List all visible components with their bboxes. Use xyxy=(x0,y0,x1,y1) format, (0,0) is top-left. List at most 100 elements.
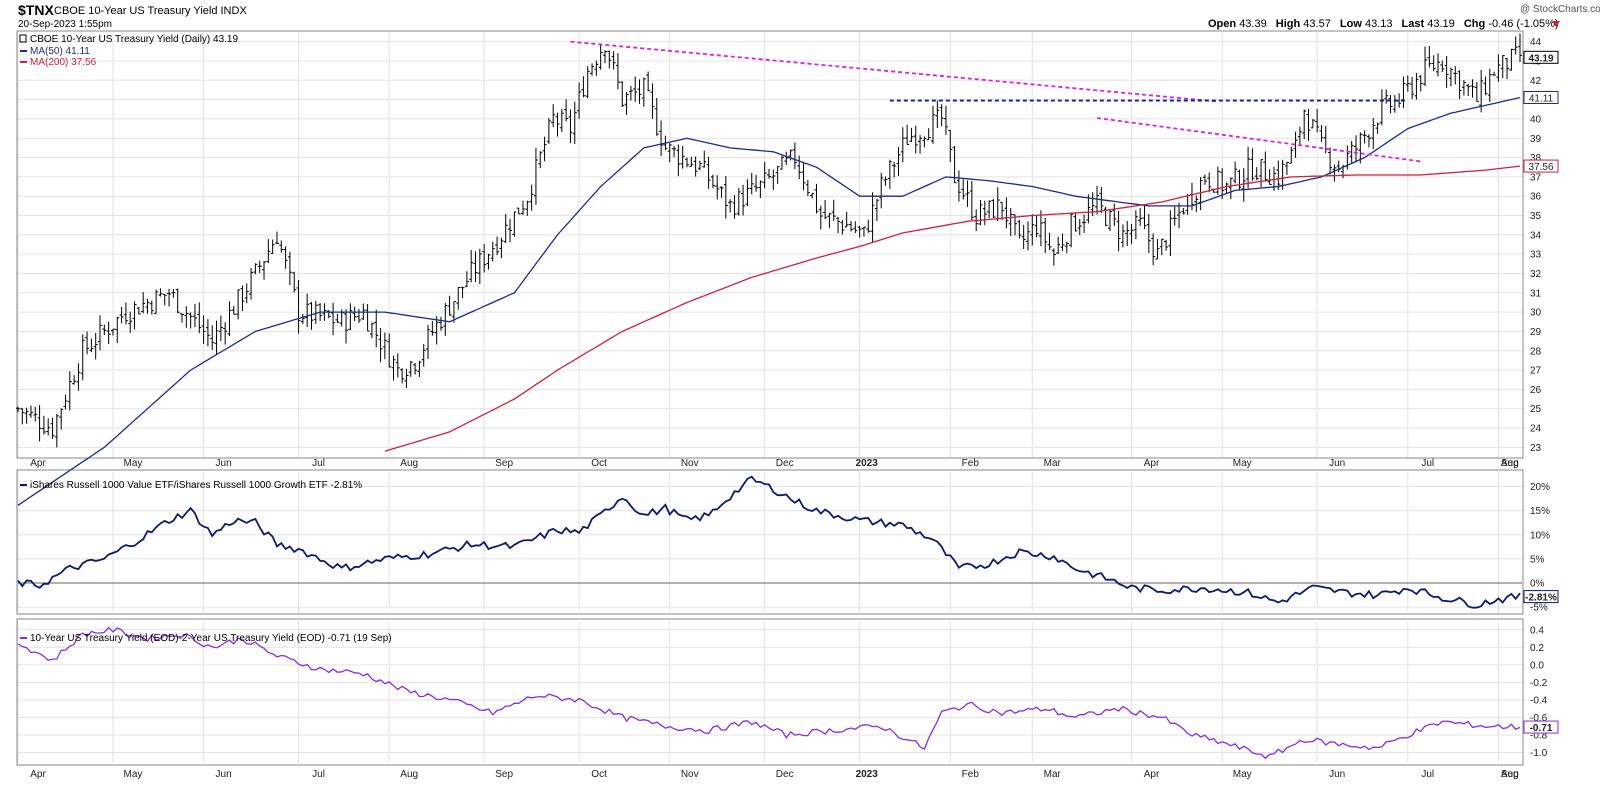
y-tick-label: 40 xyxy=(1530,114,1542,125)
symbol: $TNX xyxy=(18,2,54,18)
y-tick-label: 37 xyxy=(1530,172,1542,183)
x-tick-label-bottom: Jul xyxy=(1421,769,1434,780)
y-tick-label: 42 xyxy=(1530,76,1542,87)
x-tick-label-bottom: Apr xyxy=(30,769,46,780)
x-tick-label: Apr xyxy=(1144,458,1160,469)
y-tick-label: 0.0 xyxy=(1530,660,1544,671)
price-panel-title: CBOE 10-Year US Treasury Yield (Daily) 4… xyxy=(19,34,238,68)
down-arrow-icon xyxy=(1552,21,1560,27)
x-tick-label: 2023 xyxy=(856,458,879,469)
ratio-line xyxy=(17,475,1521,609)
y-tick-label: 31 xyxy=(1530,288,1542,299)
x-tick-label-bottom: Jun xyxy=(216,769,232,780)
x-tick-label: Sep xyxy=(495,458,513,469)
last-ratio-label: -2.81% xyxy=(1525,593,1557,604)
trendline-upper xyxy=(570,40,1218,103)
spread-line xyxy=(17,626,1521,760)
y-tick-label: 0.4 xyxy=(1530,625,1544,636)
x-tick-label: Apr xyxy=(30,458,46,469)
x-tick-label-bottom: Nov xyxy=(681,769,699,780)
y-tick-label: 20% xyxy=(1530,482,1550,493)
x-tick-label: Mar xyxy=(1044,458,1062,469)
x-tick-label-bottom: Aug xyxy=(1501,769,1519,780)
x-tick-label: May xyxy=(1233,458,1252,469)
x-tick-label-bottom: Sep xyxy=(495,769,513,780)
x-tick-label: May xyxy=(124,458,143,469)
ratio-title: iShares Russell 1000 Value ETF/iShares R… xyxy=(30,480,362,491)
last-ma50-label-box xyxy=(1523,90,1559,104)
ma200-legend-label: MA(200) 37.56 xyxy=(30,57,97,68)
price-panel xyxy=(16,30,1524,459)
x-tick-label: Aug xyxy=(1501,458,1519,469)
x-tick-label: Oct xyxy=(591,458,607,469)
last-ma200-label: 37.56 xyxy=(1528,162,1553,173)
ratio-panel-title: iShares Russell 1000 Value ETF/iShares R… xyxy=(20,480,362,491)
x-tick-label: Aug xyxy=(400,458,418,469)
x-tick-label-bottom: 2023 xyxy=(856,769,879,780)
x-tick-label-bottom: Jun xyxy=(1329,769,1345,780)
x-tick-label-bottom: Mar xyxy=(1044,769,1062,780)
y-tick-label: 35 xyxy=(1530,211,1542,222)
svg-text:Open 43.39 High 43.57 Low 43: Open 43.39 High 43.57 Low 43.13 Last 43.… xyxy=(1208,18,1559,30)
x-tick-label-bottom: Apr xyxy=(1144,769,1160,780)
spread-panel xyxy=(16,618,1524,766)
y-tick-label: 15% xyxy=(1530,506,1550,517)
x-tick-label-bottom: Aug xyxy=(400,769,418,780)
y-tick-label: 39 xyxy=(1530,134,1542,145)
y-tick-label: 27 xyxy=(1530,366,1542,377)
trendline-lower xyxy=(1096,117,1421,163)
x-tick-label: Jun xyxy=(1329,458,1345,469)
x-tick-label-bottom: Oct xyxy=(591,769,607,780)
spread-title: 10-Year US Treasury Yield (EOD)-2-Year U… xyxy=(30,633,392,644)
y-tick-label: -0.4 xyxy=(1530,695,1548,706)
price-title: CBOE 10-Year US Treasury Yield (Daily) 4… xyxy=(30,34,238,45)
y-tick-label: 33 xyxy=(1530,250,1542,261)
y-tick-label: 10% xyxy=(1530,530,1550,541)
x-tick-label: Jun xyxy=(216,458,232,469)
y-tick-label: 36 xyxy=(1530,192,1542,203)
y-tick-label: 5% xyxy=(1530,554,1545,565)
x-tick-label: Jul xyxy=(312,458,325,469)
x-tick-label: Feb xyxy=(962,458,980,469)
last-ma200-label-box xyxy=(1523,159,1559,173)
x-tick-label-bottom: Sep xyxy=(1501,769,1519,780)
x-tick-label: Sep xyxy=(1501,458,1519,469)
last-price-label-box xyxy=(1523,50,1559,64)
bar-icon xyxy=(19,34,27,43)
ohlc-readout: Open 43.39 High 43.57 Low 43.13 Last 43.… xyxy=(1208,18,1559,30)
y-tick-label: 25 xyxy=(1530,404,1542,415)
y-tick-label: -5% xyxy=(1530,603,1548,614)
watermark: @ StockCharts.com xyxy=(1520,4,1600,15)
y-tick-label: -0.2 xyxy=(1530,678,1548,689)
x-tick-label-bottom: Jul xyxy=(312,769,325,780)
y-tick-label: 28 xyxy=(1530,346,1542,357)
last-spread-label-box xyxy=(1523,720,1559,734)
last-ratio-label-box xyxy=(1523,590,1559,604)
y-tick-label: 38 xyxy=(1530,153,1542,164)
y-tick-label: 44 xyxy=(1530,37,1542,48)
x-tick-label-bottom: May xyxy=(124,769,143,780)
y-tick-label: 34 xyxy=(1530,230,1542,241)
last-price-label: 43.19 xyxy=(1528,53,1553,64)
y-tick-label: -1.0 xyxy=(1530,748,1548,759)
y-tick-label: 23 xyxy=(1530,443,1542,454)
x-tick-label-bottom: Dec xyxy=(776,769,794,780)
y-tick-label: 24 xyxy=(1530,424,1542,435)
y-tick-label: -0.6 xyxy=(1530,713,1548,724)
y-tick-label: 26 xyxy=(1530,385,1542,396)
symbol-name: CBOE 10-Year US Treasury Yield INDX xyxy=(54,5,247,17)
last-spread-label: -0.71 xyxy=(1530,723,1553,734)
ma200-line xyxy=(384,165,1521,452)
y-tick-label: 30 xyxy=(1530,308,1542,319)
ratio-panel xyxy=(16,469,1524,615)
chart-datetime: 20-Sep-2023 1:55pm xyxy=(18,19,112,30)
y-tick-label: 29 xyxy=(1530,327,1542,338)
y-tick-label: -0.8 xyxy=(1530,730,1548,741)
ma50-legend-label: MA(50) 41.11 xyxy=(30,46,90,57)
x-tick-label: Dec xyxy=(776,458,794,469)
y-tick-label: 0% xyxy=(1530,579,1545,590)
x-tick-label-bottom: May xyxy=(1233,769,1252,780)
x-tick-label-bottom: Feb xyxy=(962,769,980,780)
x-tick-label: Nov xyxy=(681,458,699,469)
